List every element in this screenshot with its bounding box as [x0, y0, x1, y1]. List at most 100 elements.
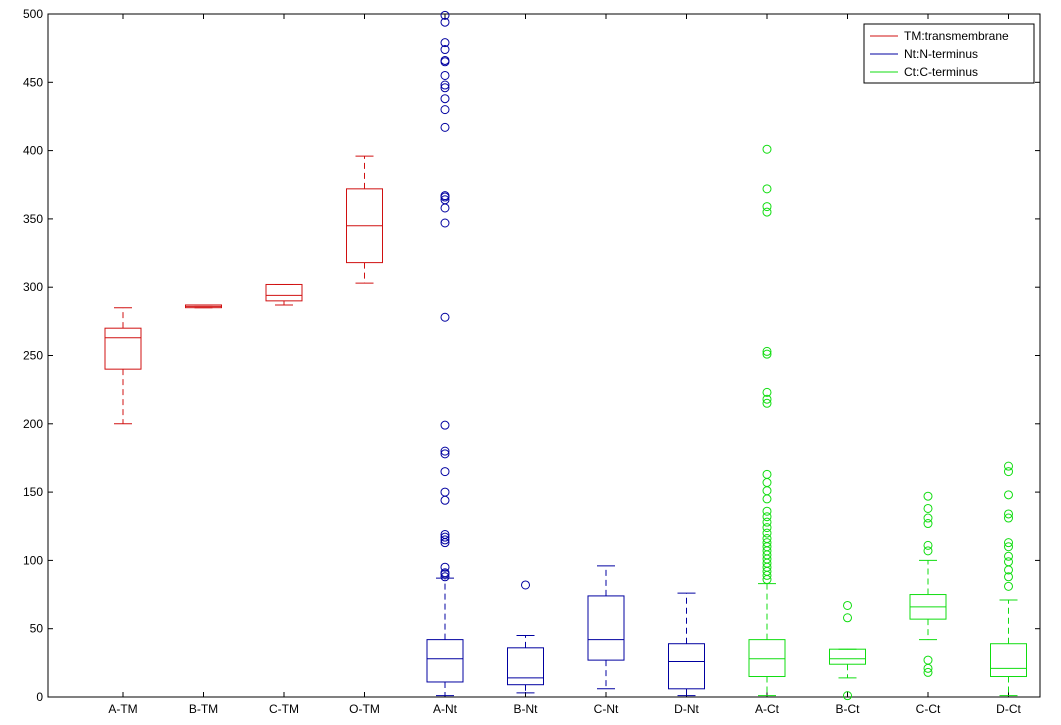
- outlier-point: [843, 613, 852, 623]
- x-tick-label: D-Ct: [996, 702, 1021, 716]
- outlier-point: [440, 45, 450, 55]
- outlier-point: [440, 17, 450, 27]
- box-D-Nt: [668, 592, 705, 697]
- outlier-point: [843, 691, 852, 701]
- box-D-Ct: [990, 461, 1027, 697]
- x-axis: A-TM B-TM C-TM O-TM A-Nt B-Nt C-Nt D-Nt A-Ct B-Ct…: [108, 14, 1021, 716]
- outlier-point: [762, 346, 772, 356]
- y-tick-label: 200: [23, 417, 43, 431]
- outlier-point: [923, 667, 933, 677]
- outlier-point: [762, 349, 772, 359]
- outlier-point: [440, 80, 450, 90]
- x-tick-label: A-Nt: [433, 702, 458, 716]
- legend-label: Nt:N-terminus: [904, 47, 978, 61]
- outlier-point: [762, 528, 772, 538]
- x-tick-label: C-Nt: [594, 702, 619, 716]
- y-tick-label: 400: [23, 144, 43, 158]
- outlier-point: [1004, 572, 1013, 582]
- y-tick-label: 450: [23, 75, 43, 89]
- outlier-point: [440, 312, 450, 322]
- outlier-point: [521, 580, 530, 590]
- y-tick-label: 350: [23, 212, 43, 226]
- box-B-Ct: [829, 600, 866, 701]
- box-series: [104, 10, 1027, 701]
- outlier-point: [762, 538, 772, 548]
- outlier-point: [1004, 461, 1013, 471]
- iqr-box: [507, 647, 544, 686]
- outlier-point: [762, 202, 772, 212]
- plot-area: [47, 13, 1041, 698]
- x-tick-label: B-TM: [189, 702, 218, 716]
- box-C-TM: [265, 283, 303, 306]
- outlier-point: [440, 38, 450, 48]
- x-tick-label: B-Ct: [836, 702, 861, 716]
- iqr-box: [990, 643, 1027, 678]
- iqr-box: [748, 639, 786, 678]
- y-tick-label: 150: [23, 485, 43, 499]
- outlier-point: [762, 517, 772, 527]
- outlier-point: [923, 540, 933, 550]
- legend-label: Ct:C-terminus: [904, 65, 978, 79]
- outlier-point: [1004, 557, 1013, 567]
- legend: TM:transmembrane Nt:N-terminus Ct:C-termin…: [863, 23, 1035, 84]
- outlier-point: [1004, 509, 1013, 519]
- outlier-point: [1004, 551, 1013, 561]
- box-A-Ct: [748, 144, 786, 697]
- box-O-TM: [346, 155, 383, 284]
- outlier-point: [440, 10, 450, 20]
- iqr-box: [265, 283, 303, 302]
- outlier-point: [762, 394, 772, 404]
- outlier-point: [1004, 513, 1013, 523]
- x-tick-label: B-Nt: [514, 702, 539, 716]
- outlier-point: [440, 195, 450, 205]
- x-tick-label: C-Ct: [916, 702, 941, 716]
- box-C-Ct: [909, 491, 947, 677]
- outlier-point: [1004, 538, 1013, 548]
- iqr-box: [104, 327, 142, 370]
- outlier-point: [440, 562, 450, 572]
- outlier-point: [440, 467, 450, 477]
- y-tick-label: 300: [23, 280, 43, 294]
- outlier-point: [440, 83, 450, 93]
- y-tick-label: 250: [23, 349, 43, 363]
- outlier-point: [440, 122, 450, 132]
- box-B-Nt: [507, 580, 544, 694]
- x-tick-label: O-TM: [349, 702, 380, 716]
- outlier-point: [440, 446, 450, 456]
- outlier-point: [1004, 467, 1013, 477]
- iqr-box: [587, 595, 625, 661]
- x-tick-label: D-Nt: [674, 702, 699, 716]
- iqr-box: [829, 648, 866, 665]
- outlier-point: [440, 55, 450, 65]
- x-tick-label: A-TM: [108, 702, 137, 716]
- outlier-point: [1004, 490, 1013, 500]
- outlier-point: [762, 144, 772, 154]
- outlier-point: [440, 70, 450, 80]
- y-axis: 0 50 100 150 200 250 300 350 400 450 500: [23, 7, 1040, 704]
- outlier-point: [440, 94, 450, 104]
- outlier-point: [762, 506, 772, 516]
- y-tick-label: 0: [36, 690, 43, 704]
- outlier-point: [923, 655, 933, 665]
- outlier-point: [440, 535, 450, 545]
- x-tick-label: A-Ct: [755, 702, 780, 716]
- outlier-point: [762, 523, 772, 533]
- legend-label: TM:transmembrane: [904, 29, 1009, 43]
- box-A-Nt: [426, 10, 464, 697]
- outlier-point: [762, 387, 772, 397]
- outlier-point: [762, 512, 772, 522]
- outlier-point: [843, 600, 852, 610]
- outlier-point: [762, 469, 772, 479]
- outlier-point: [440, 572, 450, 582]
- outlier-point: [440, 420, 450, 430]
- y-tick-label: 50: [30, 622, 44, 636]
- outlier-point: [762, 398, 772, 408]
- outlier-point: [440, 529, 450, 539]
- outlier-point: [923, 491, 933, 501]
- y-tick-label: 500: [23, 7, 43, 21]
- y-tick-label: 100: [23, 553, 43, 567]
- outlier-point: [440, 487, 450, 497]
- outlier-point: [440, 449, 450, 459]
- outlier-point: [440, 218, 450, 228]
- outlier-point: [440, 191, 450, 201]
